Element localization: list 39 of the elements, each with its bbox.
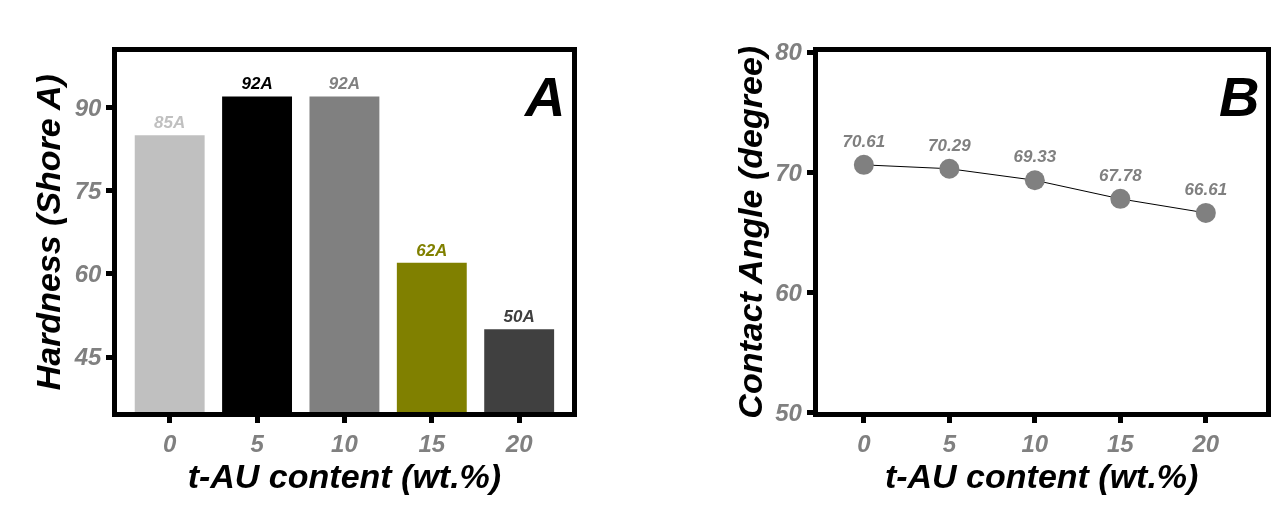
data-label: 67.78 — [1099, 166, 1143, 186]
y-tick-label: 90 — [74, 93, 103, 121]
annotation: A — [523, 65, 566, 128]
data-label: 50A — [503, 307, 535, 327]
point — [1195, 202, 1216, 223]
y-tick-label: 50 — [775, 398, 803, 426]
x-axis-title: t-AU content (wt.%) — [884, 457, 1199, 496]
y-axis-title: Hardness (Shore A) — [29, 74, 68, 391]
point — [1024, 170, 1045, 191]
x-tick-label: 15 — [418, 430, 446, 458]
x-tick-label: 5 — [942, 430, 957, 458]
y-axis-title: Contact Angle (degree) — [730, 45, 769, 419]
data-label: 92A — [241, 74, 273, 94]
x-tick-label: 10 — [1021, 430, 1049, 458]
x-tick-label: 20 — [1191, 430, 1220, 458]
annotation: B — [1219, 65, 1260, 128]
data-label: 69.33 — [1013, 147, 1057, 167]
point — [1110, 188, 1131, 209]
data-label: 92A — [328, 74, 361, 94]
x-tick-label: 10 — [331, 430, 359, 458]
data-label: 85A — [154, 113, 186, 133]
y-tick-label: 45 — [73, 343, 103, 371]
y-tick-label: 70 — [775, 158, 803, 186]
y-tick-label: 80 — [775, 38, 803, 66]
x-tick-label: 0 — [857, 430, 872, 458]
x-tick-label: 5 — [250, 430, 265, 458]
x-axis-title: t-AU content (wt.%) — [187, 457, 502, 496]
point — [939, 158, 960, 179]
y-tick-label: 60 — [74, 260, 103, 288]
x-tick-label: 15 — [1106, 430, 1135, 458]
data-label: 62A — [416, 240, 448, 260]
x-tick-label: 20 — [504, 430, 534, 458]
y-tick-label: 60 — [775, 278, 803, 306]
x-tick-label: 0 — [163, 430, 178, 458]
point — [853, 154, 874, 175]
data-label: 70.61 — [842, 132, 886, 152]
data-label: 66.61 — [1184, 180, 1228, 200]
y-tick-label: 75 — [74, 177, 103, 205]
data-label: 70.29 — [928, 135, 972, 155]
